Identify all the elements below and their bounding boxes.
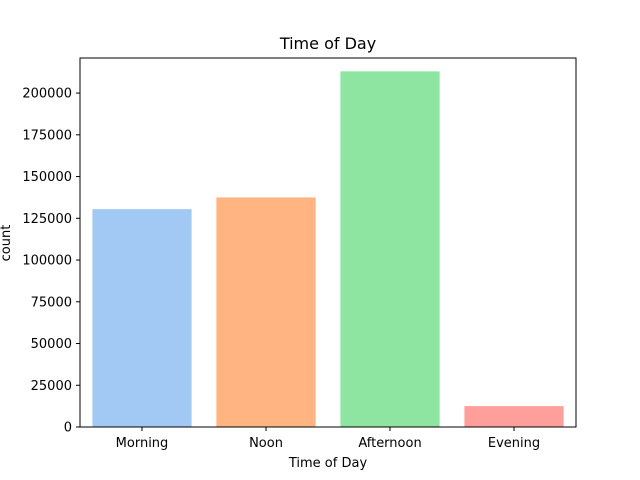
y-tick-label: 0 (64, 421, 72, 436)
x-tick-label: Noon (249, 436, 283, 451)
y-axis: 0 25000 50000 75000 100000 125000 150000 175000… (22, 87, 80, 436)
bar-noon (216, 197, 316, 427)
x-tick-label: Evening (488, 436, 540, 451)
chart-title: Time of Day (279, 34, 376, 53)
y-tick-label: 25000 (31, 379, 72, 394)
bars-group (92, 71, 564, 427)
y-tick-label: 200000 (22, 87, 72, 102)
x-axis-label: Time of Day (288, 456, 368, 471)
y-tick-label: 125000 (22, 212, 72, 227)
y-axis-label: count (0, 225, 14, 262)
y-tick-label: 100000 (22, 254, 72, 269)
plot-frame (79, 57, 577, 428)
bar-evening (464, 406, 564, 427)
y-tick-label: 175000 (22, 128, 72, 143)
x-axis: Morning Noon Afternoon Evening (116, 427, 540, 451)
y-tick-label: 150000 (22, 170, 72, 185)
x-tick-label: Morning (116, 436, 169, 451)
y-tick-label: 50000 (31, 337, 72, 352)
bar-afternoon (340, 71, 440, 427)
bar-morning (92, 209, 192, 427)
y-tick-label: 75000 (31, 295, 72, 310)
x-tick-label: Afternoon (358, 436, 421, 451)
